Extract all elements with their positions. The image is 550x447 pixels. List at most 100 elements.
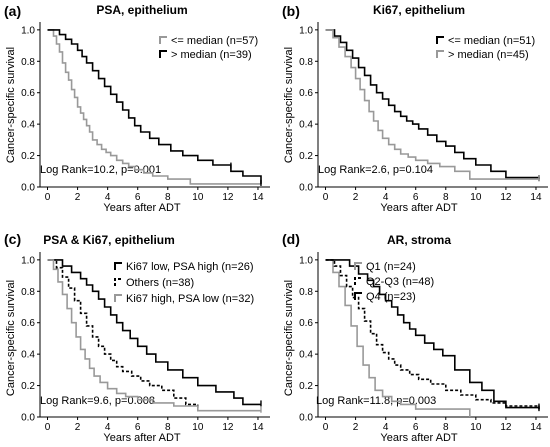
panel-c-x-tick-label-2: 4	[105, 422, 111, 433]
panel-a-ylabel: Cancer-specific survival	[5, 47, 17, 163]
panel-a-y-tick-label-5: 1.0	[21, 25, 35, 36]
panel-a-y-tick-label-1: 0.2	[21, 151, 35, 162]
panel-c-y-tick-label-2: 0.4	[21, 350, 35, 361]
panel-d-y-tick-label-3: 0.6	[299, 318, 313, 329]
panel-b-x-tick-label-1: 2	[353, 192, 359, 203]
panel-b-legend-swatch-1	[436, 50, 444, 58]
panel-b-y-tick-label-4: 0.8	[299, 57, 313, 68]
panel-b-y-tick-label-1: 0.2	[299, 151, 313, 162]
panel-d-y-tick-label-2: 0.4	[299, 350, 313, 361]
panel-d-x-tick-label-3: 6	[413, 422, 419, 433]
panel-d-legend-label-2: Q4 (n=23)	[366, 291, 416, 303]
panel-a-legend-label-0: <= median (n=57)	[171, 35, 258, 47]
panel-d-plot: 0 2 4 6 8 10 12 14 0.0 0.2 0.4 0.6 0.8 1.0	[299, 252, 548, 433]
panel-d-logrank: Log Rank=11.8, p=0.003	[316, 395, 436, 407]
panel-c-legend: Ki67 low, PSA high (n=26) Others (n=38) …	[114, 261, 254, 305]
panel-b-series-0-curve	[325, 29, 540, 180]
panel-c-legend-swatch-2	[114, 294, 122, 302]
panel-b-xlabel: Years after ADT	[380, 202, 458, 214]
panel-c-legend-swatch-0	[114, 262, 122, 270]
panel-d-y-tick-label-1: 0.2	[299, 381, 313, 392]
panel-a-x-tick-label-3: 6	[135, 192, 141, 203]
panel-b-series-1-curve	[325, 29, 539, 180]
panel-b-legend-label-0: <= median (n=51)	[448, 35, 535, 47]
panel-c-x-tick-label-1: 2	[75, 422, 81, 433]
panel-b-legend-swatch-0	[436, 36, 444, 44]
panel-c-legend-label-1: Others (n=38)	[126, 277, 194, 289]
panel-c-y-tick-label-5: 1.0	[21, 255, 35, 266]
panel-a-legend: <= median (n=57) > median (n=39)	[159, 35, 258, 61]
panel-d-x-tick-label-4: 8	[443, 422, 449, 433]
panel-b-x-tick-label-3: 6	[413, 192, 419, 203]
panel-c-ylabel: Cancer-specific survival	[5, 280, 17, 396]
panel-c-x-tick-label-6: 12	[222, 422, 234, 433]
panel-c-x-tick-label-5: 10	[192, 422, 204, 433]
panel-a: (a) PSA, epithelium Cancer-specific surv…	[4, 3, 270, 214]
panel-b-x-tick-label-6: 12	[500, 192, 512, 203]
panel-a-plot: 0 2 4 6 8 10 12 14 0.0 0.2 0.4 0.6 0.8 1.0	[21, 22, 270, 203]
panel-d-x-tick-label-5: 10	[470, 422, 482, 433]
panel-b-y-tick-label-5: 1.0	[299, 25, 313, 36]
panel-b-x-tick-label-4: 8	[443, 192, 449, 203]
panel-d-x-tick-label-6: 12	[500, 422, 512, 433]
panel-d-x-tick-label-0: 0	[323, 422, 329, 433]
panel-c-y-tick-label-1: 0.2	[21, 381, 35, 392]
panel-b-x-tick-label-0: 0	[323, 192, 329, 203]
panel-d-title: AR, stroma	[387, 233, 451, 247]
panel-c-label: (c)	[4, 231, 21, 247]
panel-c-x-tick-label-0: 0	[45, 422, 51, 433]
panel-d-y-tick-label-5: 1.0	[299, 255, 313, 266]
panel-d-y-tick-label-0: 0.0	[299, 413, 313, 424]
panel-c-legend-swatch-1	[114, 278, 122, 286]
panel-c-plot: 0 2 4 6 8 10 12 14 0.0 0.2 0.4 0.6 0.8 1.0	[21, 252, 270, 433]
panel-b-x-tick-label-5: 10	[470, 192, 482, 203]
panel-a-legend-label-1: > median (n=39)	[171, 49, 252, 61]
panel-d-series-1-curve	[325, 259, 540, 410]
panel-a-x-tick-label-6: 12	[222, 192, 234, 203]
panel-b-legend-label-1: > median (n=45)	[448, 49, 529, 61]
panel-c-y-tick-label-4: 0.8	[21, 287, 35, 298]
panel-d-x-tick-label-1: 2	[353, 422, 359, 433]
panel-c-series-0-curve	[47, 259, 261, 406]
panel-d-xlabel: Years after ADT	[380, 432, 458, 444]
panel-c-y-tick-label-0: 0.0	[21, 413, 35, 424]
panel-d-label: (d)	[282, 231, 300, 247]
panel-a-x-tick-label-1: 2	[75, 192, 81, 203]
panel-a-xlabel: Years after ADT	[103, 202, 181, 214]
panel-d-legend-swatch-0	[354, 262, 362, 270]
panel-b-title: Ki67, epithelium	[373, 3, 465, 17]
panel-b-plot: 0 2 4 6 8 10 12 14 0.0 0.2 0.4 0.6 0.8 1.0	[299, 22, 548, 203]
panel-a-x-tick-label-4: 8	[165, 192, 171, 203]
panel-c-x-tick-label-4: 8	[165, 422, 171, 433]
panel-b-y-tick-label-0: 0.0	[299, 183, 313, 194]
panel-a-legend-swatch-1	[159, 50, 167, 58]
panel-d-legend: Q1 (n=24) Q2-Q3 (n=48) Q4 (n=23)	[354, 261, 434, 303]
panel-b-y-tick-label-2: 0.4	[299, 120, 313, 131]
panel-c-legend-label-0: Ki67 low, PSA high (n=26)	[126, 261, 254, 273]
panel-c-logrank: Log Rank=9.6, p=0.008	[40, 395, 155, 407]
panel-b: (b) Ki67, epithelium Cancer-specific sur…	[282, 3, 548, 214]
panel-a-x-tick-label-0: 0	[45, 192, 51, 203]
panel-c-x-tick-label-3: 6	[135, 422, 141, 433]
panel-a-y-tick-label-0: 0.0	[21, 183, 35, 194]
panel-d-legend-swatch-2	[354, 292, 362, 300]
panel-a-legend-swatch-0	[159, 36, 167, 44]
panel-a-series-1-curve	[47, 29, 262, 184]
panel-b-y-tick-label-3: 0.6	[299, 88, 313, 99]
panel-a-title: PSA, epithelium	[96, 3, 187, 17]
panel-a-label: (a)	[4, 3, 21, 19]
panel-a-x-tick-label-7: 14	[252, 192, 264, 203]
panel-c: (c) PSA & Ki67, epithelium Cancer-specif…	[4, 231, 270, 444]
panel-d-ylabel: Cancer-specific survival	[283, 280, 295, 396]
panel-c-series-1-curve	[47, 259, 199, 410]
panel-a-x-tick-label-2: 4	[105, 192, 111, 203]
panel-b-legend: <= median (n=51) > median (n=45)	[436, 35, 535, 61]
panel-d-x-tick-label-7: 14	[530, 422, 542, 433]
panel-a-x-tick-label-5: 10	[192, 192, 204, 203]
panel-d-series-0-curve	[325, 259, 471, 417]
panel-a-y-tick-label-2: 0.4	[21, 120, 35, 131]
panel-d-x-tick-label-2: 4	[383, 422, 389, 433]
panel-d-legend-swatch-1	[354, 277, 362, 285]
panel-a-series-0-curve	[47, 29, 261, 185]
